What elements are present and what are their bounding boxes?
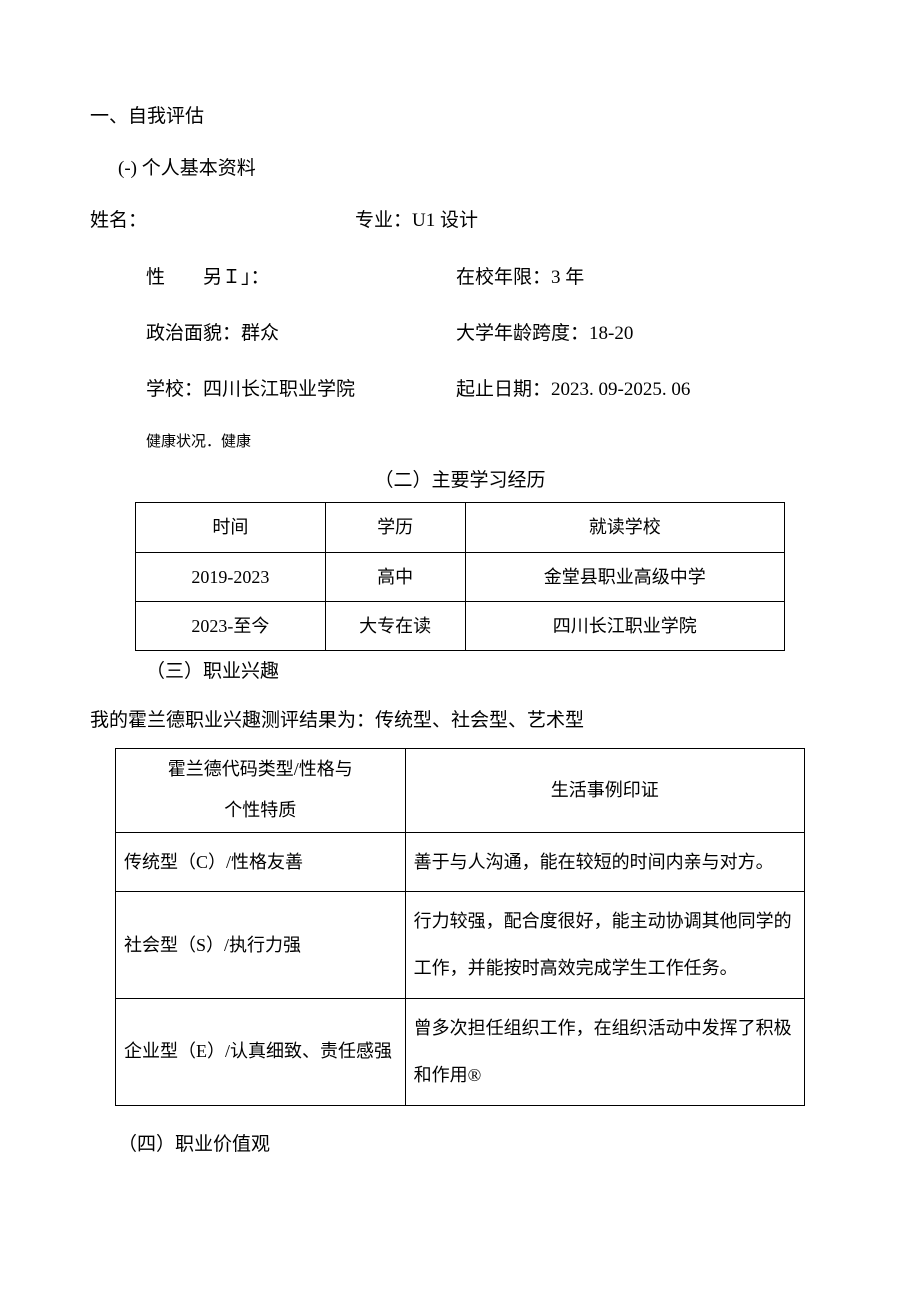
- section-1-title: 一、自我评估: [90, 100, 830, 134]
- values-title: （四）职业价值观: [118, 1128, 830, 1162]
- date-field: 起止日期：2023. 09-2025. 06: [456, 373, 690, 407]
- years-value: 3 年: [551, 267, 584, 288]
- info-row-school-date: 学校：四川长江职业学院 起止日期：2023. 09-2025. 06: [90, 373, 830, 407]
- table-row: 社会型（S）/执行力强 行力较强，配合度很好，能主动协调其他同学的工作，并能按时…: [116, 892, 805, 999]
- table-row: 2023-至今 大专在读 四川长江职业学院: [136, 602, 785, 651]
- date-value: 2023. 09-2025. 06: [551, 379, 690, 400]
- health-value: 健康: [221, 434, 251, 450]
- holland-cell-b: 善于与人沟通，能在较短的时间内亲与对方。: [405, 832, 804, 892]
- politics-label: 政治面貌：: [146, 323, 241, 344]
- gender-label: 性 另Ｉ」：: [146, 261, 456, 295]
- years-field: 在校年限：3 年: [456, 261, 584, 295]
- table-row: 时间 学历 就读学校: [136, 503, 785, 552]
- name-label: 姓名：: [90, 204, 355, 238]
- cell-text: 善于与人沟通，能在较短的时间内亲与对方。: [414, 833, 796, 892]
- cell-text: 曾多次担任组织工作，在组织活动中发挥了积极和作用®: [414, 999, 796, 1105]
- politics-field: 政治面貌：群众: [146, 317, 456, 351]
- edu-header-degree: 学历: [325, 503, 465, 552]
- major-label: 专业：: [355, 210, 412, 231]
- school-field: 学校：四川长江职业学院: [146, 373, 456, 407]
- holland-cell-a: 企业型（E）/认真细致、责任感强: [116, 999, 406, 1106]
- info-row-gender-years: 性 另Ｉ」： 在校年限：3 年: [90, 261, 830, 295]
- years-label: 在校年限：: [456, 267, 551, 288]
- date-label: 起止日期：: [456, 379, 551, 400]
- holland-cell-a: 社会型（S）/执行力强: [116, 892, 406, 999]
- age-label: 大学年龄跨度：: [456, 323, 589, 344]
- edu-cell: 四川长江职业学院: [465, 602, 784, 651]
- interest-intro: 我的霍兰德职业兴趣测评结果为：传统型、社会型、艺术型: [90, 704, 830, 738]
- table-row: 霍兰德代码类型/性格与 个性特质 生活事例印证: [116, 748, 805, 832]
- edu-cell: 2019-2023: [136, 552, 326, 601]
- edu-title: （二）主要学习经历: [90, 464, 830, 498]
- politics-value: 群众: [241, 323, 279, 344]
- interest-title: （三）职业兴趣: [146, 655, 830, 689]
- edu-table: 时间 学历 就读学校 2019-2023 高中 金堂县职业高级中学 2023-至…: [135, 502, 785, 651]
- age-value: 18-20: [589, 323, 633, 344]
- edu-header-school: 就读学校: [465, 503, 784, 552]
- cell-text: 传统型（C）/性格友善: [124, 833, 397, 892]
- edu-cell: 金堂县职业高级中学: [465, 552, 784, 601]
- edu-cell: 2023-至今: [136, 602, 326, 651]
- cell-text: 企业型（E）/认真细致、责任感强: [124, 1022, 397, 1081]
- major-value: U1 设计: [412, 210, 478, 231]
- edu-header-time: 时间: [136, 503, 326, 552]
- cell-text: 行力较强，配合度很好，能主动协调其他同学的工作，并能按时高效完成学生工作任务。: [414, 892, 796, 998]
- table-row: 企业型（E）/认真细致、责任感强 曾多次担任组织工作，在组织活动中发挥了积极和作…: [116, 999, 805, 1106]
- edu-cell: 高中: [325, 552, 465, 601]
- health-label: 健康状况．: [146, 434, 221, 450]
- table-row: 传统型（C）/性格友善 善于与人沟通，能在较短的时间内亲与对方。: [116, 832, 805, 892]
- holland-header-b: 生活事例印证: [405, 748, 804, 832]
- holland-header-a: 霍兰德代码类型/性格与 个性特质: [116, 748, 406, 832]
- holland-cell-b: 曾多次担任组织工作，在组织活动中发挥了积极和作用®: [405, 999, 804, 1106]
- health-field: 健康状况．健康: [146, 429, 830, 456]
- cell-text: 社会型（S）/执行力强: [124, 916, 397, 975]
- holland-cell-b: 行力较强，配合度很好，能主动协调其他同学的工作，并能按时高效完成学生工作任务。: [405, 892, 804, 999]
- info-row-politics-age: 政治面貌：群众 大学年龄跨度：18-20: [90, 317, 830, 351]
- holland-header-a-line1: 霍兰德代码类型/性格与: [124, 749, 397, 790]
- school-label: 学校：: [146, 379, 203, 400]
- age-field: 大学年龄跨度：18-20: [456, 317, 633, 351]
- school-value: 四川长江职业学院: [203, 379, 355, 400]
- edu-cell: 大专在读: [325, 602, 465, 651]
- major-field: 专业：U1 设计: [355, 204, 478, 238]
- info-row-name-major: 姓名： 专业：U1 设计: [90, 204, 830, 238]
- holland-header-a-line2: 个性特质: [124, 790, 397, 831]
- sub-1-title: (-) 个人基本资料: [118, 152, 830, 186]
- table-row: 2019-2023 高中 金堂县职业高级中学: [136, 552, 785, 601]
- holland-cell-a: 传统型（C）/性格友善: [116, 832, 406, 892]
- holland-table: 霍兰德代码类型/性格与 个性特质 生活事例印证 传统型（C）/性格友善 善于与人…: [115, 748, 805, 1106]
